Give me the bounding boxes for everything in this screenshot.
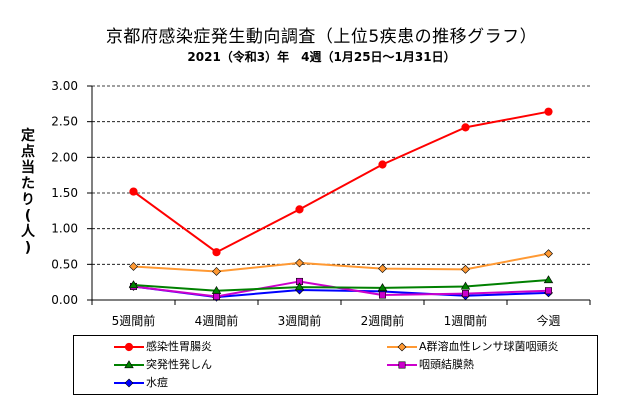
series-line-2 [133,252,549,273]
x-tick-label: 3週間前 [278,313,322,328]
y-tick-label: 2.50 [51,115,78,129]
series-line-3 [133,279,549,292]
x-tick-label: 1週間前 [444,313,488,328]
data-point [543,275,554,284]
data-point [295,205,304,214]
legend-swatch [114,378,144,388]
legend-swatch [387,361,417,369]
data-point [378,160,387,169]
legend-item: 水痘 [114,376,168,390]
data-point [377,283,388,291]
legend-swatch [387,342,417,352]
series-line-1 [132,110,549,254]
data-point [212,248,221,257]
data-point [211,285,222,294]
data-point [129,187,138,196]
legend-label: 咽頭結膜熱 [419,358,474,371]
data-point [294,282,305,291]
data-point [295,258,304,268]
data-point [544,287,552,295]
x-tick-label: 5週間前 [112,313,156,328]
x-tick-label: 今週 [536,313,560,328]
data-point [460,281,471,290]
legend-label: 感染性胃腸炎 [146,340,212,353]
y-tick-label: 0.50 [51,257,78,271]
y-tick-label: 0.00 [51,293,78,307]
data-point [128,280,139,289]
data-point [544,107,553,116]
data-point [213,292,221,300]
legend: 感染性胃腸炎 A群溶血性レンサ球菌咽頭炎突発性発しん 咽頭結膜熱水痘 [73,335,598,395]
legend-item: 咽頭結膜熱 [387,358,474,372]
legend-item: 突発性発しん [114,358,212,372]
data-point [378,291,386,299]
legend-swatch [114,342,144,352]
y-tick-label: 1.00 [51,222,78,236]
y-tick-label: 3.00 [51,79,78,93]
data-point [461,290,469,298]
x-tick-label: 2週間前 [361,313,405,328]
chart-subtitle: 2021（令和3）年 4週（1月25日～1月31日） [187,50,456,64]
x-tick-label: 4週間前 [195,313,239,328]
line-chart: 0.00 0.50 1.00 1.50 2.00 2.50 3.00 5週間前 4週間前 3週間前… [51,79,591,328]
legend-item: 感染性胃腸炎 [114,340,212,354]
legend-label: 水痘 [146,376,168,389]
data-point [378,264,387,274]
legend-swatch [114,360,144,369]
data-point [212,267,221,276]
y-tick-label: 2.00 [51,150,78,164]
legend-label: 突発性発しん [146,358,212,371]
data-point [129,262,138,271]
y-tick-label: 1.50 [51,186,78,200]
data-point [461,123,470,132]
data-point [461,264,470,274]
chart-title: 京都府感染症発生動向調査（上位5疾患の推移グラフ） [105,27,538,47]
data-point [544,249,553,259]
y-axis-label: 定点当たり(人) [21,128,35,256]
legend-item: A群溶血性レンサ球菌咽頭炎 [387,340,559,354]
legend-label: A群溶血性レンサ球菌咽頭炎 [419,340,559,353]
